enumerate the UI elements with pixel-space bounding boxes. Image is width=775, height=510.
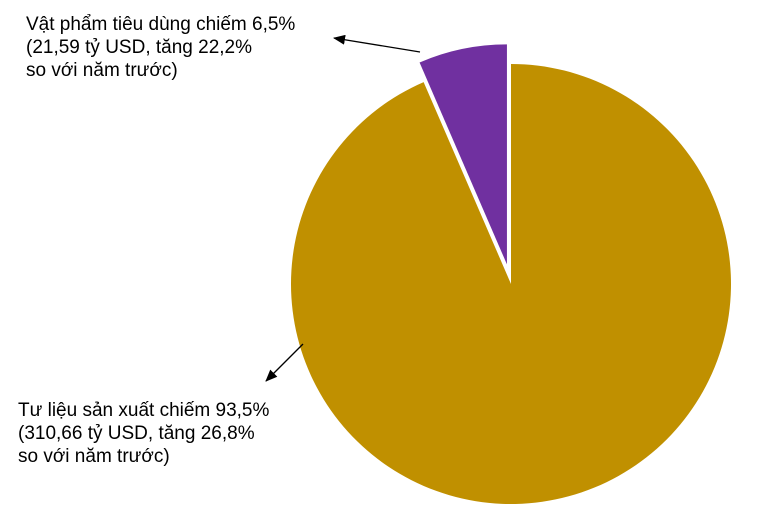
slices-layer [290,44,731,504]
slice-label-consumer-goods: Vật phẩm tiêu dùng chiếm 6,5% (21,59 tỷ … [26,13,295,82]
leader-line-consumer-goods [333,34,421,53]
slice-label-line: (310,66 tỷ USD, tăng 26,8% [18,423,255,444]
leader-lines-layer [265,34,421,382]
leader-line-production-goods [265,343,304,382]
slice-label-line: Tư liệu sản xuất chiếm 93,5% [18,400,270,421]
slice-label-line: so với năm trước) [26,60,178,81]
slice-label-line: (21,59 tỷ USD, tăng 22,2% [26,37,253,58]
slice-label-line: Vật phẩm tiêu dùng chiếm 6,5% [26,14,296,35]
pie-slice-consumer-goods [419,44,507,265]
pie-slice-production-goods [290,64,731,504]
slice-label-line: so với năm trước) [18,446,170,467]
slice-label-production-goods: Tư liệu sản xuất chiếm 93,5% (310,66 tỷ … [18,399,269,468]
